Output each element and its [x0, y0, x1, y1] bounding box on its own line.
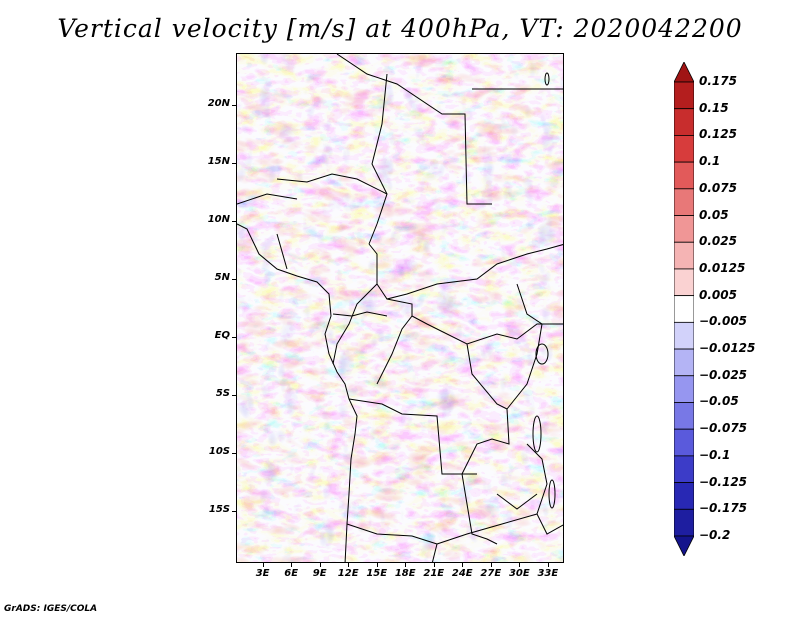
colorbar-swatch	[674, 402, 694, 430]
latitude-tick	[232, 394, 236, 396]
colorbar-label: −0.025	[699, 367, 748, 382]
colorbar-swatch	[674, 215, 694, 243]
latitude-tick	[232, 452, 236, 454]
map-title: Vertical velocity [m/s] at 400hPa, VT: 2…	[57, 14, 743, 43]
colorbar-swatch	[674, 508, 694, 537]
colorbar-swatch	[674, 268, 694, 297]
longitude-label: 27E	[480, 568, 502, 579]
longitude-tick	[462, 563, 464, 567]
country-borders	[237, 54, 563, 562]
colorbar-max-arrow	[674, 62, 694, 83]
longitude-label: 15E	[366, 568, 388, 579]
colorbar-label: −0.0125	[699, 341, 756, 356]
colorbar-label: −0.2	[699, 528, 731, 542]
descent-patches	[237, 54, 563, 562]
longitude-tick	[291, 563, 293, 567]
colorbar-swatch	[674, 482, 694, 510]
longitude-tick	[262, 563, 264, 567]
latitude-label: 15S	[208, 503, 230, 515]
longitude-tick	[319, 563, 321, 567]
colorbar-swatch	[674, 321, 694, 350]
colorbar-label: 0.125	[699, 127, 737, 142]
longitude-label: 24E	[451, 568, 473, 579]
footer-credit: GrADS: IGES/COLA	[4, 604, 98, 614]
colorbar	[674, 62, 694, 556]
colorbar-swatch	[674, 455, 694, 483]
colorbar-swatch	[674, 161, 694, 190]
longitude-label: 6E	[284, 568, 299, 579]
latitude-label: 10N	[207, 214, 230, 226]
colorbar-label: 0.0125	[699, 260, 746, 275]
colorbar-label: −0.125	[699, 474, 748, 489]
colorbar-swatch	[674, 108, 694, 136]
latitude-tick	[232, 221, 236, 223]
longitude-tick	[348, 563, 350, 567]
colorbar-swatch	[674, 428, 694, 457]
colorbar-swatch	[674, 295, 694, 323]
longitude-tick	[490, 563, 492, 567]
colorbar-label: 0.05	[699, 207, 729, 222]
colorbar-label: 0.075	[699, 180, 737, 195]
longitude-label: 33E	[537, 568, 559, 579]
latitude-tick	[232, 336, 236, 338]
longitude-tick	[405, 563, 407, 567]
longitude-label: 18E	[394, 568, 416, 579]
colorbar-label: −0.175	[699, 501, 748, 516]
colorbar-label: 0.175	[699, 74, 737, 88]
latitude-label: 10S	[208, 445, 230, 457]
latitude-tick	[232, 510, 236, 512]
latitude-label: 5S	[215, 387, 230, 399]
colorbar-swatch	[674, 81, 694, 110]
colorbar-swatch	[674, 188, 694, 216]
latitude-tick	[232, 105, 236, 107]
colorbar-label: −0.1	[699, 447, 731, 462]
colorbar-label: 0.025	[699, 234, 737, 249]
colorbar-label: −0.075	[699, 421, 748, 436]
colorbar-label: −0.05	[699, 394, 739, 409]
colorbar-label: 0.005	[699, 287, 737, 302]
colorbar-swatch	[674, 375, 694, 403]
colorbar-label: −0.005	[699, 314, 748, 329]
colorbar-swatch	[674, 135, 694, 163]
longitude-tick	[376, 563, 378, 567]
latitude-tick	[232, 163, 236, 165]
latitude-tick	[232, 279, 236, 281]
latitude-label: 15N	[207, 156, 230, 168]
longitude-label: 12E	[337, 568, 359, 579]
longitude-label: 30E	[508, 568, 530, 579]
longitude-label: 3E	[255, 568, 270, 579]
latitude-label: EQ	[214, 329, 230, 341]
colorbar-swatch	[674, 348, 694, 377]
colorbar-min-arrow	[674, 535, 694, 556]
longitude-tick	[519, 563, 521, 567]
lakes	[532, 72, 556, 509]
colorbar-label: 0.15	[699, 100, 729, 115]
longitude-label: 21E	[423, 568, 445, 579]
latitude-label: 5N	[214, 272, 230, 284]
longitude-tick	[547, 563, 549, 567]
velocity-field-map	[237, 54, 563, 562]
colorbar-label: 0.1	[699, 154, 721, 169]
colorbar-swatch	[674, 241, 694, 270]
latitude-label: 20N	[207, 98, 230, 110]
longitude-tick	[433, 563, 435, 567]
longitude-label: 9E	[312, 568, 327, 579]
map-panel	[236, 53, 564, 563]
